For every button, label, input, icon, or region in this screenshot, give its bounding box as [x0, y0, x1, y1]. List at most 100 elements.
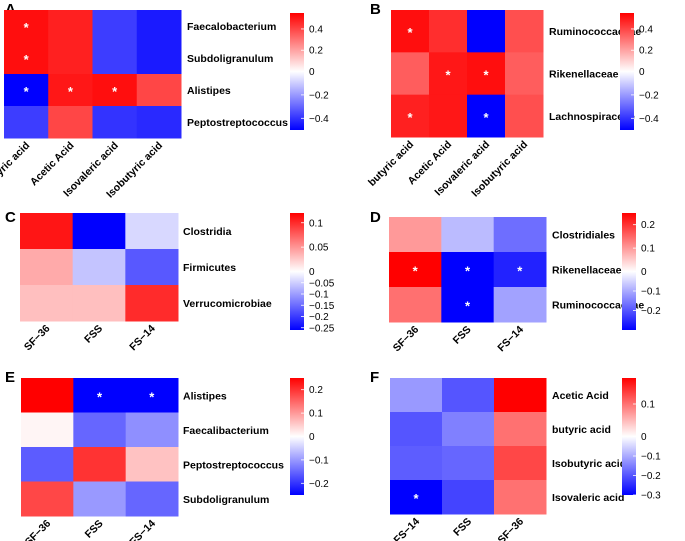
colorbar-tick-label: −0.1 — [309, 455, 329, 466]
heatmap-cell — [429, 94, 468, 138]
column-label: FSS — [451, 516, 474, 539]
colorbar-tick-label: −0.2 — [641, 471, 661, 482]
heatmap-cell — [72, 249, 126, 286]
row-label: Clostridiales — [552, 230, 615, 242]
heatmap-cell — [48, 74, 93, 107]
heatmap-cell — [442, 378, 495, 413]
row-label: Ruminococcaceae — [552, 300, 644, 312]
heatmap-cell — [48, 10, 93, 43]
colorbar-tick-label: −0.1 — [641, 452, 661, 463]
colorbar — [622, 378, 636, 495]
heatmap-cell — [136, 10, 182, 43]
heatmap-cell — [73, 378, 127, 413]
heatmap-cell — [136, 106, 182, 139]
row-label: Faecalibacterium — [183, 425, 269, 437]
heatmap-cell — [4, 42, 49, 75]
colorbar-tick-label: 0 — [641, 432, 647, 443]
heatmap-cell — [73, 412, 127, 448]
heatmap-panel-b: B * * * * * Ruminococcaceae Rikenellaceae Lachno… — [366, 1, 659, 200]
row-label: Firmicutes — [183, 262, 236, 274]
row-label: Isobutyric acid — [552, 458, 626, 470]
row-label: Subdoligranulum — [187, 53, 273, 65]
colorbar-tick-label: 0 — [309, 67, 315, 78]
colorbar — [622, 213, 636, 330]
heatmap-cell — [389, 217, 442, 253]
heatmap-cell — [73, 481, 127, 517]
significance-star: * — [68, 84, 74, 99]
row-label: Verrucomicrobiae — [183, 298, 272, 310]
panel-letter: B — [370, 1, 381, 18]
heatmap-cell — [125, 412, 179, 448]
row-label: Ruminococcaceae — [549, 26, 641, 38]
significance-star: * — [413, 264, 419, 279]
significance-star: * — [407, 110, 413, 125]
heatmap-cell — [391, 52, 430, 96]
heatmap-cell — [125, 285, 179, 322]
colorbar-tick-label: −0.2 — [639, 90, 659, 101]
row-label: Subdoligranulum — [183, 494, 269, 506]
colorbar-tick-label: 0.1 — [641, 400, 655, 411]
row-label: butyric acid — [552, 424, 611, 436]
heatmap-cell — [4, 74, 49, 107]
row-label: Peptostreptococcus — [187, 117, 288, 129]
colorbar-tick-label: −0.2 — [641, 306, 661, 317]
column-label: FS−14 — [127, 323, 158, 354]
colorbar-tick-label: 0 — [641, 267, 647, 278]
significance-star: * — [517, 264, 523, 279]
heatmap-cell — [136, 74, 182, 107]
heatmap-cell — [494, 480, 547, 515]
significance-star: * — [97, 389, 103, 404]
heatmap-cell — [429, 10, 468, 53]
column-label: FSS — [82, 323, 105, 346]
colorbar-tick-label: 0.2 — [309, 46, 323, 57]
heatmap-cell — [125, 447, 179, 482]
colorbar-tick-label: −0.3 — [641, 491, 661, 502]
row-label: Alistipes — [187, 85, 231, 97]
colorbar-tick-label: −0.1 — [641, 287, 661, 298]
significance-star: * — [465, 264, 471, 279]
significance-star: * — [24, 20, 30, 35]
heatmap-cell — [4, 106, 49, 139]
row-label: Isovaleric acid — [552, 492, 624, 504]
colorbar-tick-label: 0 — [309, 432, 315, 443]
heatmap-cell — [73, 447, 127, 482]
column-label: FS−14 — [392, 516, 423, 541]
colorbar — [290, 378, 304, 495]
heatmap-cell — [442, 412, 495, 447]
heatmap-panel-c: C Clostridia Firmicutes Verrucomicrobiae SF−… — [5, 209, 335, 353]
heatmap-cell — [494, 378, 547, 413]
colorbar-tick-label: −0.15 — [309, 301, 335, 312]
heatmap-cell — [48, 106, 93, 139]
heatmap-cell — [391, 94, 430, 138]
heatmap-cell — [442, 446, 495, 481]
heatmap-cell — [505, 94, 544, 138]
column-label: FSS — [451, 324, 474, 347]
heatmap-cell — [21, 412, 74, 448]
heatmap-cell — [467, 10, 506, 53]
colorbar-tick-label: 0.4 — [309, 24, 323, 35]
heatmap-cell — [125, 378, 179, 413]
heatmap-cell — [20, 285, 74, 322]
column-label: SF−36 — [391, 324, 422, 355]
heatmap-cell — [391, 10, 430, 53]
colorbar-tick-label: −0.1 — [309, 290, 329, 301]
panel-letter: E — [5, 369, 15, 386]
heatmap-cell — [92, 10, 138, 43]
colorbar-tick-label: 0.4 — [639, 24, 653, 35]
heatmap-cell — [429, 52, 468, 96]
heatmap-cell — [4, 10, 49, 43]
heatmap-cell — [92, 42, 138, 75]
panel-letter: F — [370, 369, 379, 386]
column-label: SF−36 — [496, 516, 527, 541]
colorbar-tick-label: −0.05 — [309, 278, 335, 289]
heatmap-cell — [20, 249, 74, 286]
colorbar-tick-label: −0.4 — [309, 114, 329, 125]
heatmap-cell — [389, 252, 442, 288]
heatmap-cell — [125, 249, 179, 286]
heatmap-cell — [125, 481, 179, 517]
heatmap-cell — [505, 52, 544, 96]
row-label: Faecalobacterium — [187, 21, 276, 33]
significance-star: * — [413, 491, 419, 506]
row-label: Lachnospiraceae — [549, 111, 635, 123]
